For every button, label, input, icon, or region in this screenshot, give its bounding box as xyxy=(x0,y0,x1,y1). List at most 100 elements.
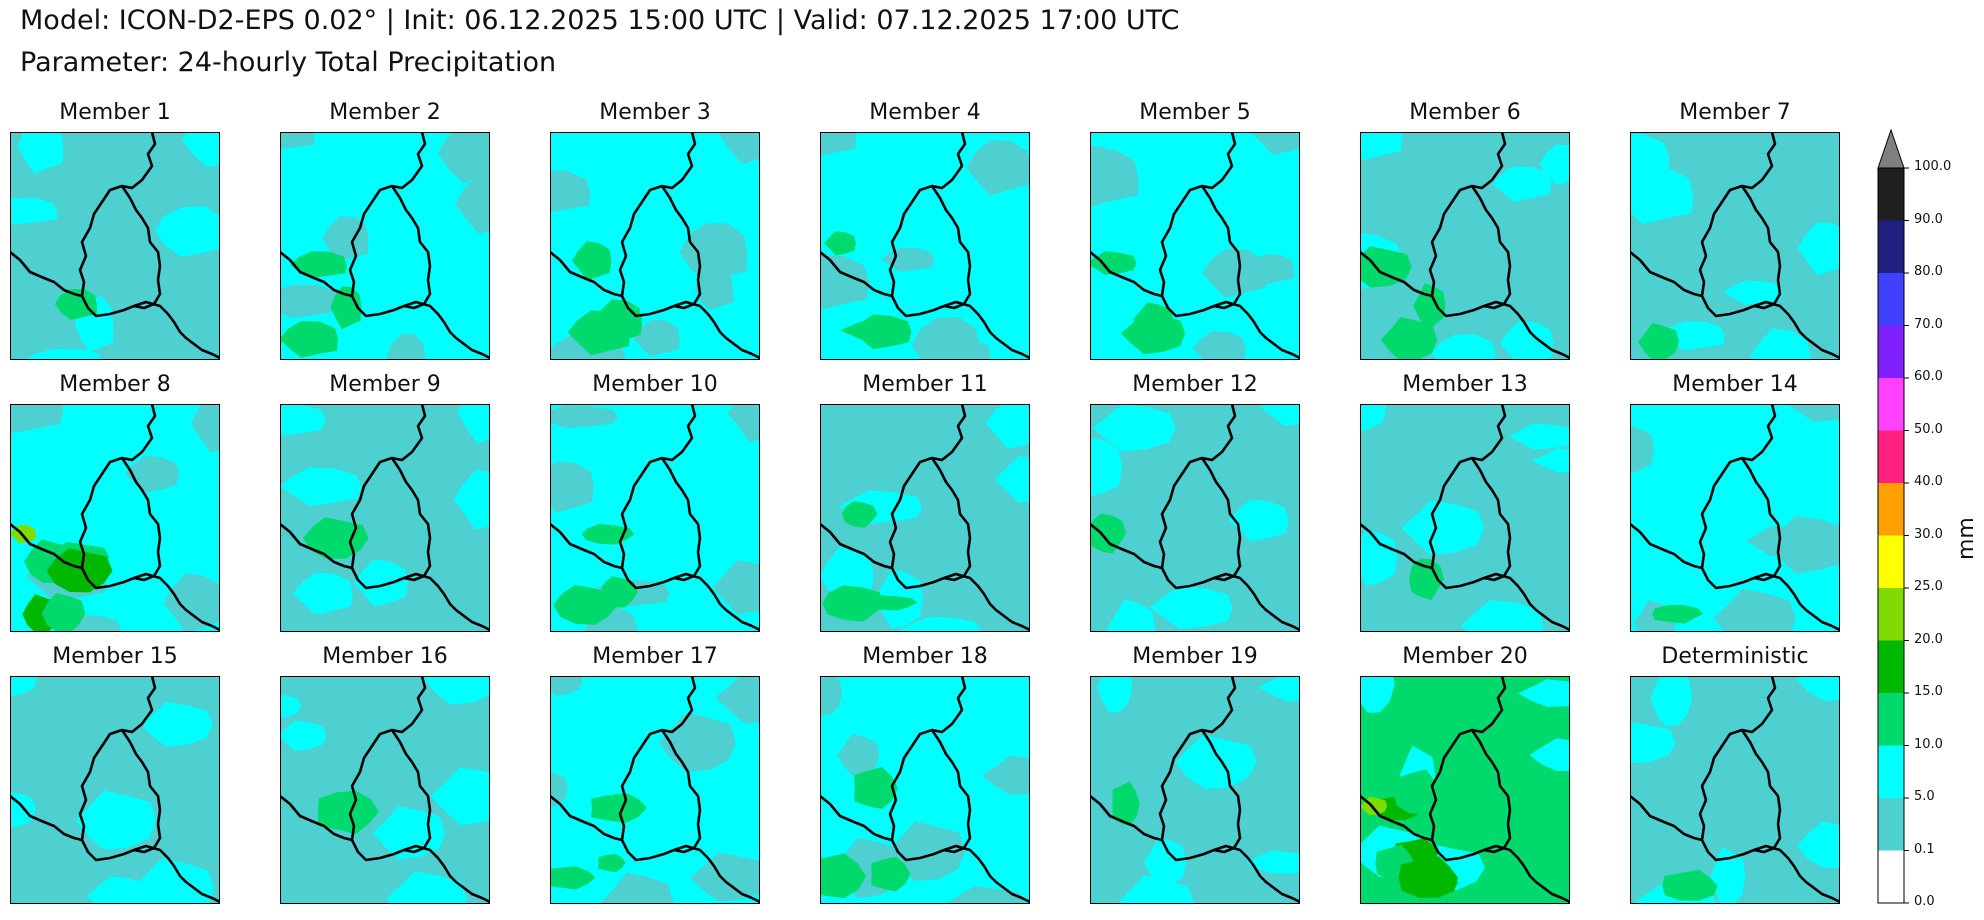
colorbar-segment xyxy=(1878,588,1904,641)
country-border-line xyxy=(1090,794,1163,842)
precip-contour-region xyxy=(422,676,490,705)
colorbar-tick-label: 40.0 xyxy=(1914,474,1943,489)
map-frame xyxy=(10,676,220,904)
precip-contour-region xyxy=(822,585,886,622)
colorbar-segment xyxy=(1878,220,1904,273)
country-border-line xyxy=(1483,572,1570,632)
precip-contour-region xyxy=(1149,585,1233,630)
map-frame xyxy=(820,132,1030,360)
member-map xyxy=(1090,676,1300,904)
precip-contour-region xyxy=(1662,869,1718,901)
country-border-line xyxy=(1630,794,1703,842)
precip-contour-region xyxy=(550,405,618,428)
member-map xyxy=(10,676,220,904)
map-frame xyxy=(1360,132,1570,360)
precip-contour-region xyxy=(1360,676,1395,713)
precip-contour-region xyxy=(280,284,340,319)
precip-contour-region xyxy=(1500,320,1554,360)
precip-contour-region xyxy=(600,872,674,904)
precip-contour-region xyxy=(46,548,113,593)
precip-contour-region xyxy=(591,793,647,823)
country-border-line xyxy=(618,676,697,862)
precip-contour-region xyxy=(1228,499,1289,542)
precip-contour-region xyxy=(842,501,878,528)
precip-contour-region xyxy=(54,289,97,320)
precip-contour-region xyxy=(1143,836,1187,888)
country-border-line xyxy=(1483,300,1570,360)
precip-contour-region xyxy=(1401,500,1484,556)
precip-contour-region xyxy=(582,605,638,632)
precip-contour-region xyxy=(455,174,490,235)
country-border-line xyxy=(1698,404,1777,590)
precip-contour-region xyxy=(1393,769,1442,814)
member-map xyxy=(550,676,760,904)
precip-contour-region xyxy=(1630,133,1670,185)
map-frame xyxy=(10,404,220,632)
precip-contour-region xyxy=(550,170,590,213)
precip-contour-region xyxy=(10,197,58,225)
country-border-line xyxy=(348,676,427,862)
precip-contour-region xyxy=(944,340,991,360)
precip-contour-region xyxy=(727,404,760,443)
panel-title: Member 4 xyxy=(869,100,981,125)
country-border-line xyxy=(618,132,697,318)
colorbar-tick-label: 20.0 xyxy=(1914,631,1943,647)
country-border-line xyxy=(1428,132,1507,318)
precip-contour-region xyxy=(1796,676,1840,701)
map-frame xyxy=(280,132,490,360)
precip-contour-region xyxy=(550,772,568,807)
precip-contour-region xyxy=(1630,426,1655,473)
map-frame xyxy=(550,132,760,360)
member-map xyxy=(1360,404,1570,632)
colorbar-segment xyxy=(1878,168,1904,221)
colorbar-segment xyxy=(1878,693,1904,746)
precip-contour-region xyxy=(1529,738,1570,772)
panel-title: Member 13 xyxy=(1402,372,1528,397)
precip-contour-region xyxy=(572,241,612,281)
country-border-line xyxy=(280,522,353,570)
member-map xyxy=(10,404,220,632)
member-map xyxy=(1630,404,1840,632)
precip-contour-region xyxy=(1360,246,1412,288)
precip-contour-region xyxy=(1750,328,1811,360)
country-border-line xyxy=(673,572,760,632)
precip-contour-region xyxy=(1192,331,1246,360)
colorbar-tick-label: 30.0 xyxy=(1914,526,1943,542)
precip-contour-region xyxy=(820,676,843,716)
colorbar-segment xyxy=(1878,325,1904,378)
precip-contour-region xyxy=(155,206,220,257)
country-border-line xyxy=(820,522,893,570)
country-border-line xyxy=(1360,794,1433,842)
colorbar-segment xyxy=(1878,535,1904,588)
colorbar-segment xyxy=(1878,850,1904,903)
precip-contour-region xyxy=(24,348,103,360)
precip-contour-region xyxy=(280,132,315,150)
precip-contour-region xyxy=(293,572,353,615)
country-border-line xyxy=(1090,250,1163,298)
country-border-line xyxy=(943,572,1030,632)
precip-contour-region xyxy=(10,676,38,697)
member-map xyxy=(820,132,1030,360)
panel-title: Member 15 xyxy=(52,644,178,669)
country-border-line xyxy=(1753,844,1840,904)
country-border-line xyxy=(1360,522,1433,570)
panel-title: Member 1 xyxy=(59,100,171,125)
precip-contour-region xyxy=(1638,322,1680,360)
colorbar-segment xyxy=(1878,430,1904,483)
colorbar-tick-label: 25.0 xyxy=(1914,579,1943,594)
precip-contour-region xyxy=(280,720,327,751)
precip-contour-region xyxy=(1116,875,1195,904)
map-frame xyxy=(550,676,760,904)
country-border-line xyxy=(403,844,490,904)
precip-contour-region xyxy=(1509,423,1570,450)
map-frame xyxy=(1090,676,1300,904)
colorbar-tick-label: 60.0 xyxy=(1914,369,1943,384)
precip-contour-region xyxy=(131,858,214,904)
colorbar-segment xyxy=(1878,378,1904,431)
country-border-line xyxy=(133,300,220,360)
precip-contour-region xyxy=(430,767,490,826)
member-map xyxy=(10,132,220,360)
map-frame xyxy=(10,132,220,360)
precip-contour-region xyxy=(840,321,896,340)
